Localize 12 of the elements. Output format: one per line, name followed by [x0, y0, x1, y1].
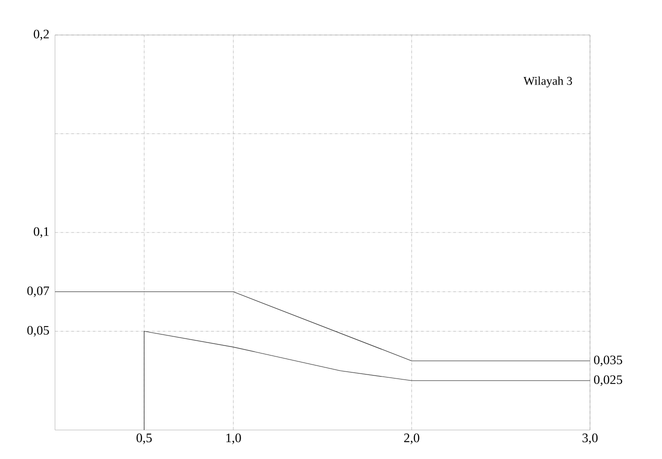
x-tick-label: 2,0: [404, 434, 420, 444]
x-tick-label: 1,0: [226, 434, 241, 444]
y-tick-label: 0,1: [34, 227, 49, 238]
x-tick-label: 0,5: [136, 434, 152, 444]
y-tick-label: 0,07: [27, 286, 50, 298]
annotation: 0,025: [594, 375, 622, 386]
y-tick-label: 0,2: [34, 30, 49, 40]
annotation: 0,035: [594, 356, 622, 366]
line-series: [144, 330, 590, 430]
y-tick-label: 0,05: [27, 326, 49, 337]
annotation: Wilayah 3: [524, 76, 572, 88]
x-tick-label: 3,0: [582, 434, 598, 444]
